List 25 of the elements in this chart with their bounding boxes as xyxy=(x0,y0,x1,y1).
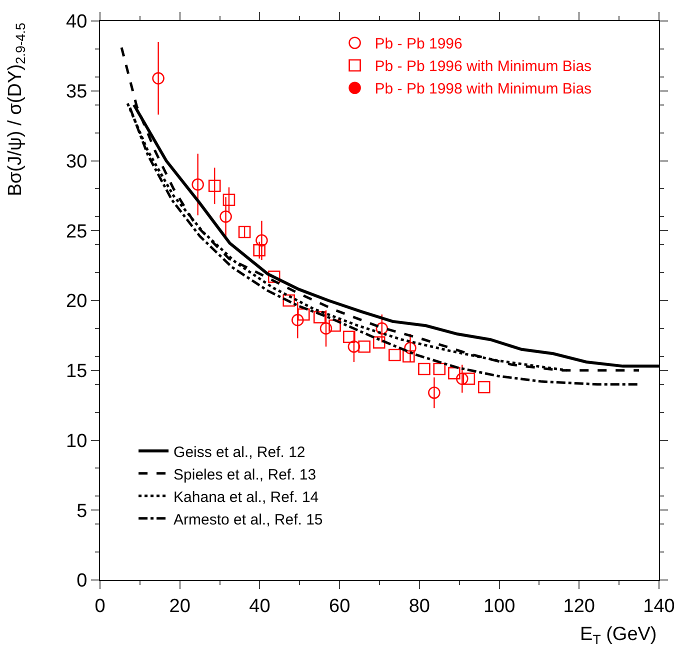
y-tick-label: 35 xyxy=(66,82,88,103)
x-tick-label: 100 xyxy=(483,596,516,617)
x-axis-title: E$_{T}$ (GeV) xyxy=(580,624,657,647)
x-tick-label: 20 xyxy=(169,596,190,617)
legend-label: Geiss et al., Ref. 12 xyxy=(174,444,306,461)
y-tick-label: 20 xyxy=(66,291,88,312)
x-tick-label: 40 xyxy=(249,596,270,617)
x-tick-label: 120 xyxy=(563,596,595,617)
x-tick-label: 60 xyxy=(329,596,350,617)
legend-label: Kahana et al., Ref. 14 xyxy=(174,488,319,506)
x-tick-label: 0 xyxy=(94,596,106,617)
y-tick-label: 10 xyxy=(66,430,88,452)
y-tick-label: 0 xyxy=(76,570,88,592)
y-tick-label: 15 xyxy=(66,361,88,382)
legend-label: Pb - Pb 1998 with Minimum Bias xyxy=(374,80,592,98)
legend-label: Pb - Pb 1996 with Minimum Bias xyxy=(374,58,592,76)
y-tick-label: 5 xyxy=(76,500,88,522)
y-tick-label: 30 xyxy=(66,151,88,172)
y-tick-label: 40 xyxy=(66,12,88,33)
x-tick-label: 140 xyxy=(643,596,675,617)
y-tick-label: 25 xyxy=(66,221,88,242)
legend-label: Armesto et al., Ref. 15 xyxy=(174,511,323,528)
legend-label: Pb - Pb 1996 xyxy=(374,36,462,53)
x-tick-label: 80 xyxy=(408,596,430,617)
legend-label: Spieles et al., Ref. 13 xyxy=(174,466,316,484)
